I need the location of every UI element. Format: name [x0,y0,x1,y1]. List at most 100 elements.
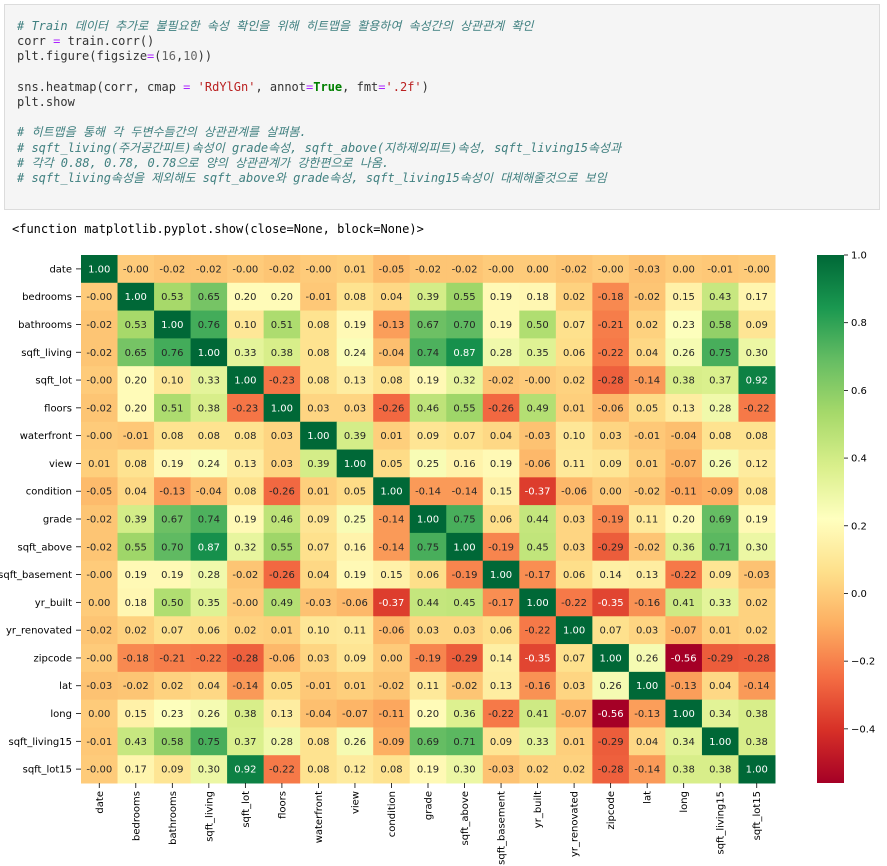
heatmap-cell [263,727,301,756]
cell-annotation: 0.04 [636,348,658,359]
heatmap-cell [738,393,776,423]
y-tick-label: floors [44,403,72,414]
heatmap-cell [117,699,155,728]
heatmap-cell [154,449,192,478]
heatmap-cell [117,727,155,756]
cell-annotation: 0.04 [636,737,658,748]
cell-annotation: 0.16 [453,459,475,470]
heatmap-cell [81,727,119,756]
cell-annotation: 0.55 [453,403,475,414]
cell-annotation: 0.07 [453,431,475,442]
cell-annotation: -0.14 [452,487,478,498]
cell-annotation: -0.19 [452,570,478,581]
heatmap-cell [482,449,520,478]
heatmap-cell [263,449,301,478]
heatmap-cell [336,644,374,673]
cell-annotation: 0.30 [198,765,220,776]
cell-annotation: -0.56 [598,709,624,720]
cell-annotation: -0.02 [86,320,112,331]
cell-annotation: 0.28 [271,737,293,748]
cell-annotation: 0.18 [125,598,147,609]
heatmap-cell [81,588,119,617]
heatmap-cell [263,255,301,284]
cell-annotation: -0.29 [598,542,624,553]
cell-annotation: 0.01 [344,264,366,275]
heatmap-cell [373,644,411,673]
cell-annotation: -0.00 [86,376,112,387]
cell-annotation: 0.70 [453,320,475,331]
heatmap-cell [701,644,739,673]
heatmap-cell [300,505,338,534]
heatmap-cell [738,644,776,673]
heatmap-cell [373,255,411,284]
heatmap-cell [190,532,228,562]
cell-annotation: 0.05 [271,681,293,692]
cell-annotation: 0.02 [746,626,768,637]
heatmap-cell [300,366,338,395]
heatmap-cell [519,449,557,478]
heatmap-cell [482,699,520,728]
cell-annotation: 0.51 [161,403,183,414]
heatmap-cell [409,671,447,701]
cell-annotation: 0.34 [709,709,731,720]
cell-annotation: 0.09 [344,653,366,664]
cell-annotation: 0.19 [234,515,256,526]
heatmap-cell [519,477,557,506]
cell-annotation: -0.26 [269,487,295,498]
cell-annotation: 0.15 [673,292,695,303]
cell-annotation: -0.07 [342,709,368,720]
cell-annotation: -0.04 [196,487,222,498]
cell-annotation: 0.06 [490,515,512,526]
y-tick-label: condition [26,487,72,498]
cell-annotation: 0.19 [161,570,183,581]
y-tick-label: date [49,264,72,275]
heatmap-cell [628,255,666,284]
cell-annotation: -0.19 [488,542,514,553]
heatmap-cell [701,366,739,395]
x-tick-label: sqft_lot [241,791,252,828]
heatmap-cell [519,421,557,451]
cell-annotation: 0.32 [234,542,256,553]
cell-annotation: 0.39 [307,459,329,470]
cell-annotation: 0.03 [563,515,585,526]
cell-annotation: 0.00 [599,487,621,498]
cell-annotation: 0.09 [161,765,183,776]
heatmap-cell [336,421,374,451]
code-cell[interactable]: # Train 데이터 추가로 불필요한 속성 확인을 위해 히트맵을 활용하여… [4,4,880,210]
cell-annotation: 0.65 [125,348,147,359]
cell-annotation: -0.06 [598,403,624,414]
code-block: # Train 데이터 추가로 불필요한 속성 확인을 위해 히트맵을 활용하여… [5,5,879,186]
cell-annotation: 0.38 [234,709,256,720]
cell-annotation: -0.02 [86,542,112,553]
cell-annotation: -0.13 [379,320,405,331]
cell-annotation: -0.28 [232,653,258,664]
cell-annotation: 0.50 [161,598,183,609]
cell-annotation: 0.10 [161,376,183,387]
cell-annotation: -0.29 [452,653,478,664]
heatmap-cell [592,366,630,395]
cell-annotation: -0.26 [379,403,405,414]
cell-annotation: 0.07 [563,320,585,331]
heatmap-cell [592,755,630,784]
heatmap-cell [81,671,119,701]
cell-annotation: 0.76 [161,348,183,359]
cell-annotation: 0.01 [88,459,110,470]
x-tick-label: floors [277,791,288,819]
cell-annotation: 0.75 [417,542,439,553]
x-tick-label: bedrooms [131,791,142,841]
cell-annotation: 0.19 [746,515,768,526]
cell-annotation: 0.02 [636,320,658,331]
cell-annotation: 0.08 [234,487,256,498]
heatmap-cell [555,366,593,395]
cell-annotation: -0.00 [86,431,112,442]
cell-annotation: -0.03 [634,264,660,275]
cell-annotation: 0.26 [344,737,366,748]
cell-annotation: 0.02 [234,626,256,637]
heatmap-cell [628,449,666,478]
heatmap-cell [81,282,119,312]
heatmap-cell [592,616,630,645]
heatmap-cell [190,505,228,534]
heatmap-cell [446,310,484,339]
cell-annotation: 0.03 [417,626,439,637]
cell-annotation: 0.38 [198,403,220,414]
